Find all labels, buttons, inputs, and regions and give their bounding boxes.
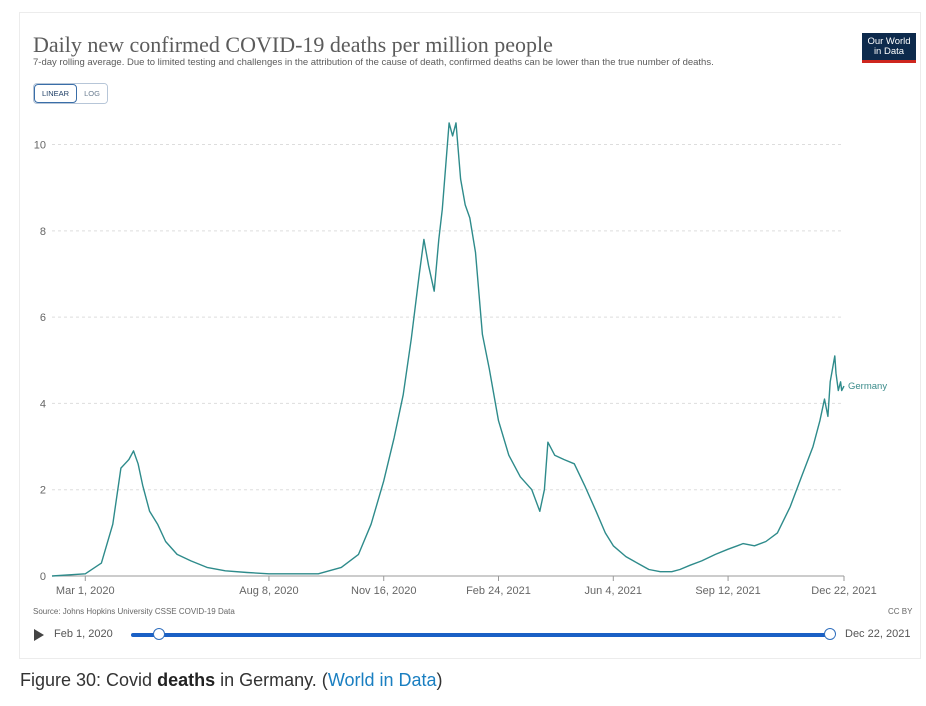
y-tick-label: 2	[40, 485, 46, 497]
y-tick-label: 0	[40, 571, 46, 583]
y-tick-label: 4	[40, 398, 46, 410]
figure-caption: Figure 30: Covid deaths in Germany. (Wor…	[20, 670, 443, 691]
y-tick-label: 10	[34, 140, 46, 152]
owid-logo[interactable]: Our World in Data	[862, 33, 916, 63]
timeline-end-handle[interactable]	[824, 628, 836, 640]
x-tick-label: Aug 8, 2020	[239, 585, 298, 597]
timeline-end-label: Dec 22, 2021	[845, 628, 911, 640]
caption-prefix: Figure 30: Covid	[20, 670, 158, 690]
logo-line-1: Our World	[867, 36, 911, 47]
caption-link[interactable]: World in Data	[327, 670, 437, 690]
linear-scale-button[interactable]: LINEAR	[34, 84, 78, 103]
logo-line-2: in Data	[873, 46, 905, 57]
timeline-start-label: Feb 1, 2020	[54, 628, 113, 640]
log-scale-button[interactable]: LOG	[77, 84, 107, 103]
x-tick-label: Dec 22, 2021	[811, 585, 876, 597]
license-link[interactable]: CC BY	[888, 607, 913, 616]
x-tick-label: Mar 1, 2020	[56, 585, 115, 597]
x-tick-label: Sep 12, 2021	[695, 585, 760, 597]
caption-middle: in Germany. (	[215, 670, 328, 690]
series-line-germany[interactable]	[51, 122, 845, 577]
x-tick-label: Nov 16, 2020	[351, 585, 416, 597]
series-label-germany: Germany	[848, 381, 887, 392]
play-icon[interactable]	[34, 629, 44, 641]
timeline-start-handle[interactable]	[153, 628, 165, 640]
timeline-track[interactable]	[131, 633, 832, 637]
chart-subtitle: 7-day rolling average. Due to limited te…	[33, 57, 714, 68]
chart-frame	[19, 12, 921, 659]
y-tick-label: 6	[40, 312, 46, 324]
x-tick-label: Feb 24, 2021	[466, 585, 531, 597]
y-tick-label: 8	[40, 226, 46, 238]
source-note: Source: Johns Hopkins University CSSE CO…	[33, 607, 235, 616]
x-tick-label: Jun 4, 2021	[585, 585, 643, 597]
chart-title: Daily new confirmed COVID-19 deaths per …	[33, 32, 553, 57]
caption-bold: deaths	[157, 670, 216, 690]
caption-suffix: )	[436, 670, 443, 690]
scale-toggle: LINEAR LOG	[33, 83, 108, 104]
